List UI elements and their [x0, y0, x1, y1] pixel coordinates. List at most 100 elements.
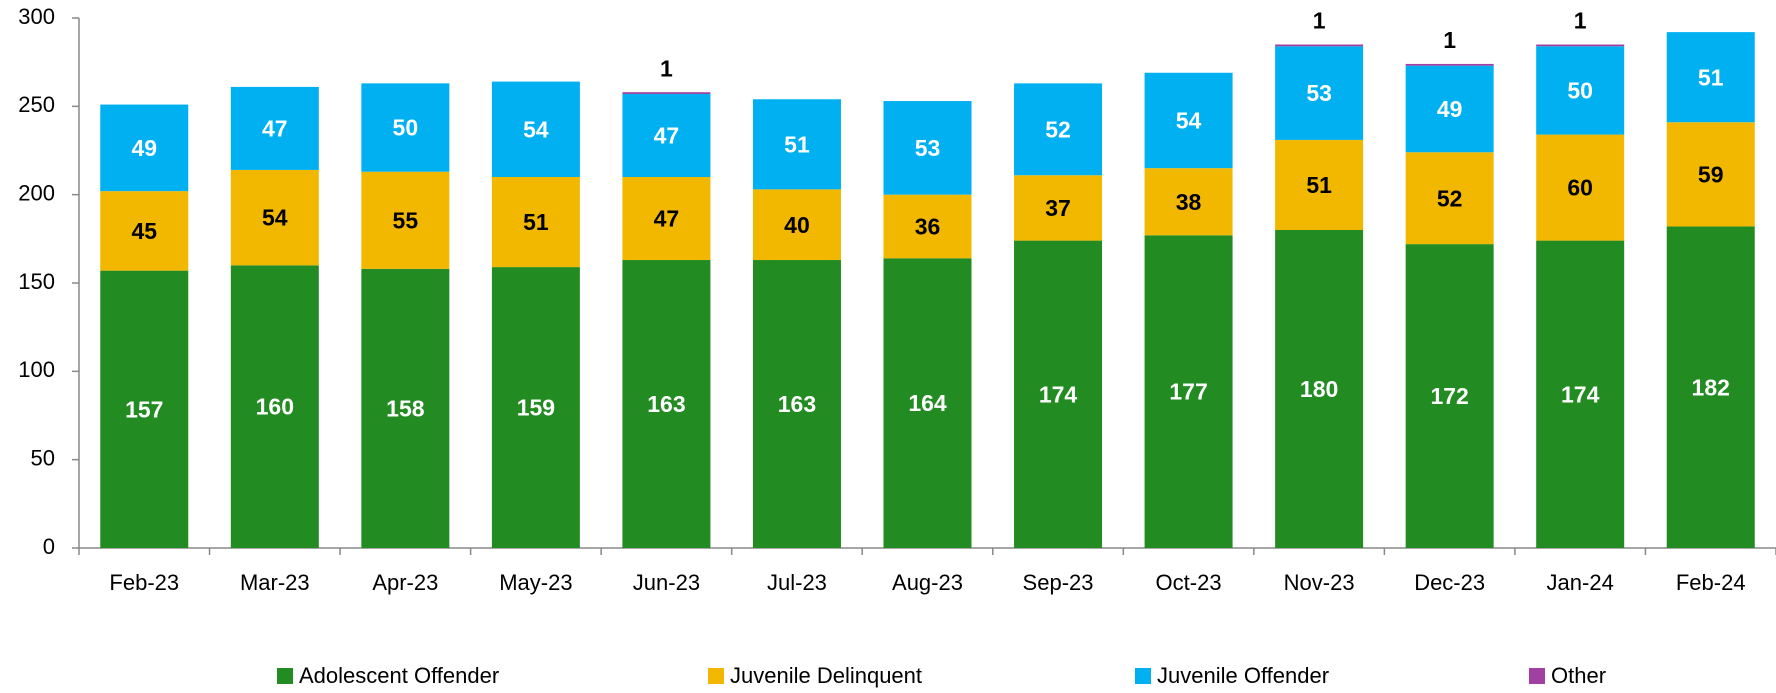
x-tick-label: Mar-23 [240, 570, 310, 595]
data-label: 158 [386, 396, 425, 422]
bar-segment [361, 83, 450, 172]
bar-segment [1405, 244, 1494, 548]
x-tick-label: Dec-23 [1414, 570, 1485, 595]
y-tick-label: 50 [31, 445, 55, 470]
bar-segment [622, 260, 711, 548]
data-label: 50 [393, 115, 419, 141]
bar-segment [100, 191, 189, 271]
data-label: 164 [908, 390, 947, 416]
data-label: 1 [660, 55, 673, 81]
x-tick-label: Aug-23 [892, 570, 963, 595]
bar-segment [1144, 72, 1233, 169]
y-tick-label: 200 [18, 180, 55, 205]
bar-segment [1275, 46, 1364, 140]
data-label: 54 [262, 205, 288, 231]
data-label: 160 [256, 394, 294, 420]
data-label: 52 [1437, 185, 1463, 211]
bar-segment [1536, 46, 1625, 135]
data-label: 180 [1300, 376, 1338, 402]
legend-swatch [1135, 668, 1151, 684]
data-label: 182 [1692, 374, 1730, 400]
data-label: 38 [1176, 189, 1202, 215]
data-label: 174 [1039, 381, 1078, 407]
data-label: 172 [1430, 383, 1468, 409]
data-label: 1 [1574, 8, 1587, 34]
bar-segment [1405, 152, 1494, 245]
bar-segment [1144, 168, 1233, 236]
legend-swatch [1529, 668, 1545, 684]
data-label: 49 [131, 135, 157, 161]
data-label: 59 [1698, 161, 1724, 187]
bar-segment [1536, 44, 1625, 47]
bar-segment [100, 104, 189, 192]
data-label: 37 [1045, 195, 1071, 221]
data-label: 60 [1567, 175, 1593, 201]
legend-swatch [277, 668, 293, 684]
bar-segment [752, 189, 841, 261]
data-label: 51 [784, 131, 810, 157]
y-tick-label: 150 [18, 269, 55, 294]
y-tick-label: 100 [18, 357, 55, 382]
x-tick-label: May-23 [499, 570, 572, 595]
data-label: 54 [1176, 108, 1202, 134]
bar-segment [361, 171, 450, 269]
data-label: 157 [125, 396, 163, 422]
data-label: 53 [1306, 80, 1332, 106]
data-label: 163 [778, 391, 816, 417]
legend-label: Adolescent Offender [299, 663, 499, 688]
data-label: 1 [1443, 27, 1456, 53]
data-label: 55 [393, 207, 419, 233]
data-label: 54 [523, 116, 549, 142]
x-tick-label: Oct-23 [1156, 570, 1222, 595]
data-label: 174 [1561, 381, 1600, 407]
bar-segment [1536, 134, 1625, 241]
bar-segment [1275, 230, 1364, 548]
data-label: 49 [1437, 96, 1463, 122]
legend-label: Juvenile Delinquent [730, 663, 922, 688]
bar-segment [1014, 175, 1103, 241]
bar-segment [1666, 226, 1755, 548]
bar-segment [100, 270, 189, 548]
legend-swatch [708, 668, 724, 684]
x-tick-label: Apr-23 [372, 570, 438, 595]
bar-segment [883, 194, 972, 259]
bar-segment [1014, 83, 1103, 176]
x-tick-label: Feb-24 [1676, 570, 1746, 595]
data-label: 47 [654, 206, 680, 232]
bar-segment [622, 177, 711, 261]
bar-segment [491, 177, 580, 268]
y-tick-label: 300 [18, 4, 55, 29]
bar-segment [1275, 139, 1364, 230]
data-label: 36 [915, 214, 941, 240]
data-label: 159 [517, 395, 555, 421]
y-tick-label: 0 [43, 534, 55, 559]
bar-segment [1666, 32, 1755, 123]
data-label: 51 [1698, 64, 1724, 90]
bar-segment [491, 81, 580, 177]
data-label: 45 [131, 218, 157, 244]
bar-segment [1405, 63, 1494, 66]
bar-segment [230, 86, 319, 170]
bar-segment [1275, 44, 1364, 47]
data-label: 52 [1045, 116, 1071, 142]
x-tick-label: Sep-23 [1023, 570, 1094, 595]
x-tick-label: Feb-23 [109, 570, 179, 595]
bar-segment [361, 268, 450, 548]
bar-segment [1014, 240, 1103, 548]
bar-segment [752, 260, 841, 548]
data-label: 53 [915, 135, 941, 161]
x-tick-label: Jul-23 [767, 570, 827, 595]
bar-segment [1536, 240, 1625, 548]
bar-segment [622, 92, 711, 94]
data-label: 1 [1313, 8, 1326, 34]
bar-segment [1666, 122, 1755, 227]
bar-segment [622, 93, 711, 177]
y-tick-label: 250 [18, 92, 55, 117]
x-tick-label: Jan-24 [1547, 570, 1614, 595]
bar-segment [230, 169, 319, 266]
legend-label: Juvenile Offender [1157, 663, 1329, 688]
bar-segment [883, 101, 972, 195]
bar-segment [230, 265, 319, 548]
x-tick-label: Nov-23 [1284, 570, 1355, 595]
